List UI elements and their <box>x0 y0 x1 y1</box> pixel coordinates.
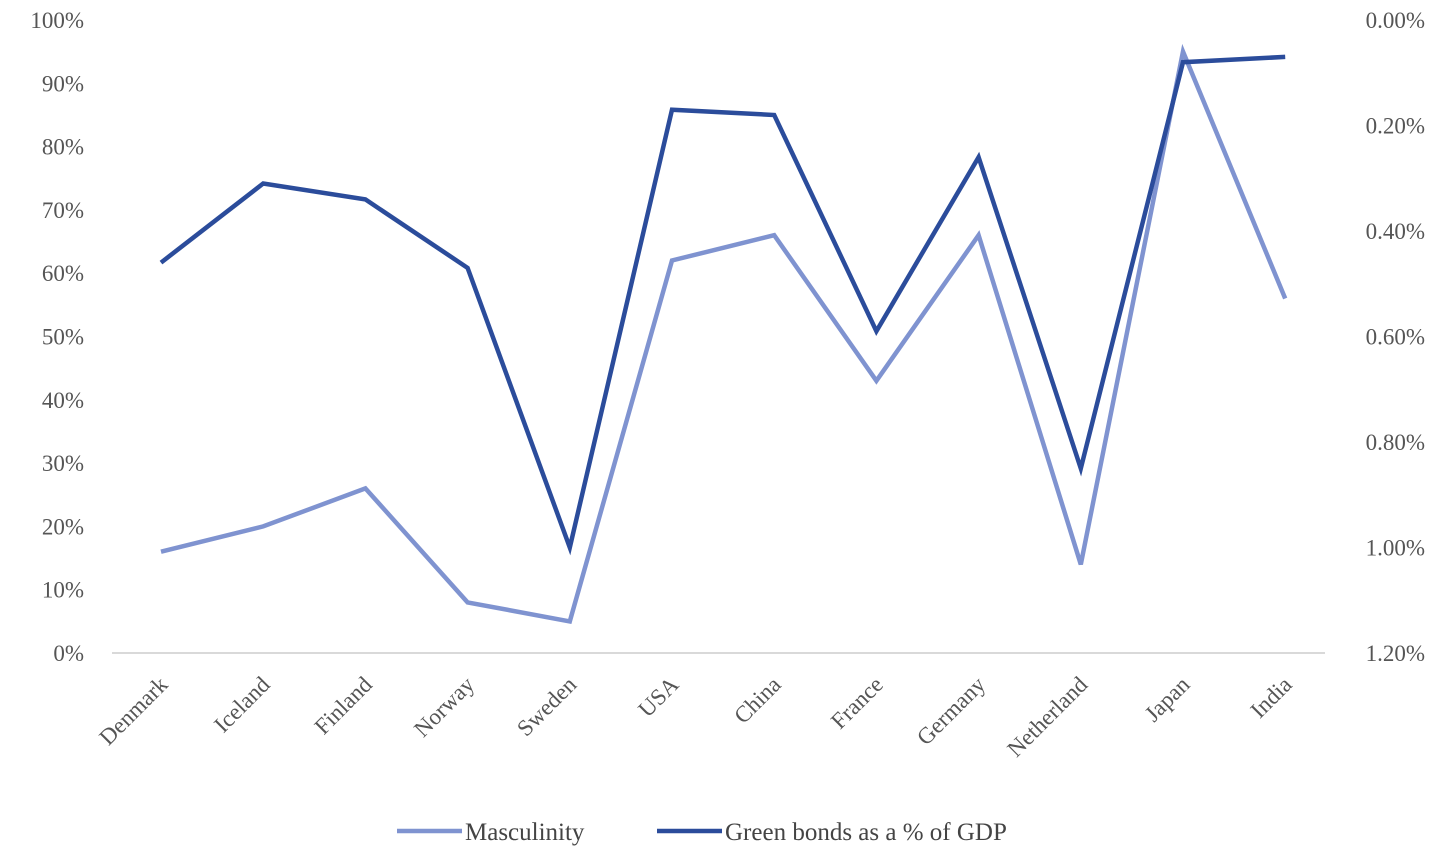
left-y-tick-label: 60% <box>42 261 84 286</box>
legend-label: Masculinity <box>465 819 585 846</box>
left-y-tick-label: 30% <box>42 451 84 476</box>
right-y-tick-label: 1.20% <box>1366 641 1425 666</box>
left-y-tick-label: 100% <box>30 8 84 33</box>
legend-label: Green bonds as a % of GDP <box>725 819 1007 846</box>
left-y-tick-label: 40% <box>42 388 84 413</box>
x-tick-label: Finland <box>310 672 378 740</box>
x-tick-label: Norway <box>409 672 479 742</box>
x-tick-label: China <box>729 672 786 729</box>
right-y-tick-label: 0.40% <box>1366 219 1425 244</box>
legend: Masculinity Green bonds as a % of GDP <box>397 819 1007 846</box>
x-tick-label: Iceland <box>209 672 275 738</box>
right-y-tick-label: 0.80% <box>1366 430 1425 455</box>
left-y-tick-label: 50% <box>42 325 84 350</box>
x-tick-label: Netherland <box>1002 672 1092 762</box>
x-tick-label: India <box>1246 672 1297 723</box>
x-tick-label: USA <box>633 672 683 722</box>
x-tick-label: Germany <box>912 672 991 751</box>
x-tick-label: Japan <box>1140 672 1195 727</box>
right-y-tick-label: 0.00% <box>1366 8 1425 33</box>
series-line <box>159 54 1286 556</box>
left-y-tick-label: 80% <box>42 135 84 160</box>
right-y-tick-label: 0.20% <box>1366 114 1425 139</box>
x-tick-label: Denmark <box>94 672 173 751</box>
series-line <box>160 43 1288 624</box>
left-y-axis-tick-labels: 0% 10% 20% 30% 40% 50% 60% 70% 80% 90% 100% <box>30 8 84 666</box>
x-tick-label: France <box>826 672 888 734</box>
right-y-tick-label: 1.00% <box>1366 536 1425 561</box>
x-axis-tick-labels: Denmark Iceland Finland Norway Sweden USA Chin… <box>94 672 1296 762</box>
right-y-axis-tick-labels: 0.00% 0.20% 0.40% 0.60% 0.80% 1.00% 1.20% <box>1366 8 1425 666</box>
left-y-tick-label: 10% <box>42 578 84 603</box>
series-lines <box>159 43 1288 624</box>
left-y-tick-label: 90% <box>42 71 84 96</box>
left-y-tick-label: 70% <box>42 198 84 223</box>
left-y-tick-label: 20% <box>42 514 84 539</box>
left-y-tick-label: 0% <box>53 641 84 666</box>
x-tick-label: Sweden <box>512 672 582 742</box>
right-y-tick-label: 0.60% <box>1366 325 1425 350</box>
